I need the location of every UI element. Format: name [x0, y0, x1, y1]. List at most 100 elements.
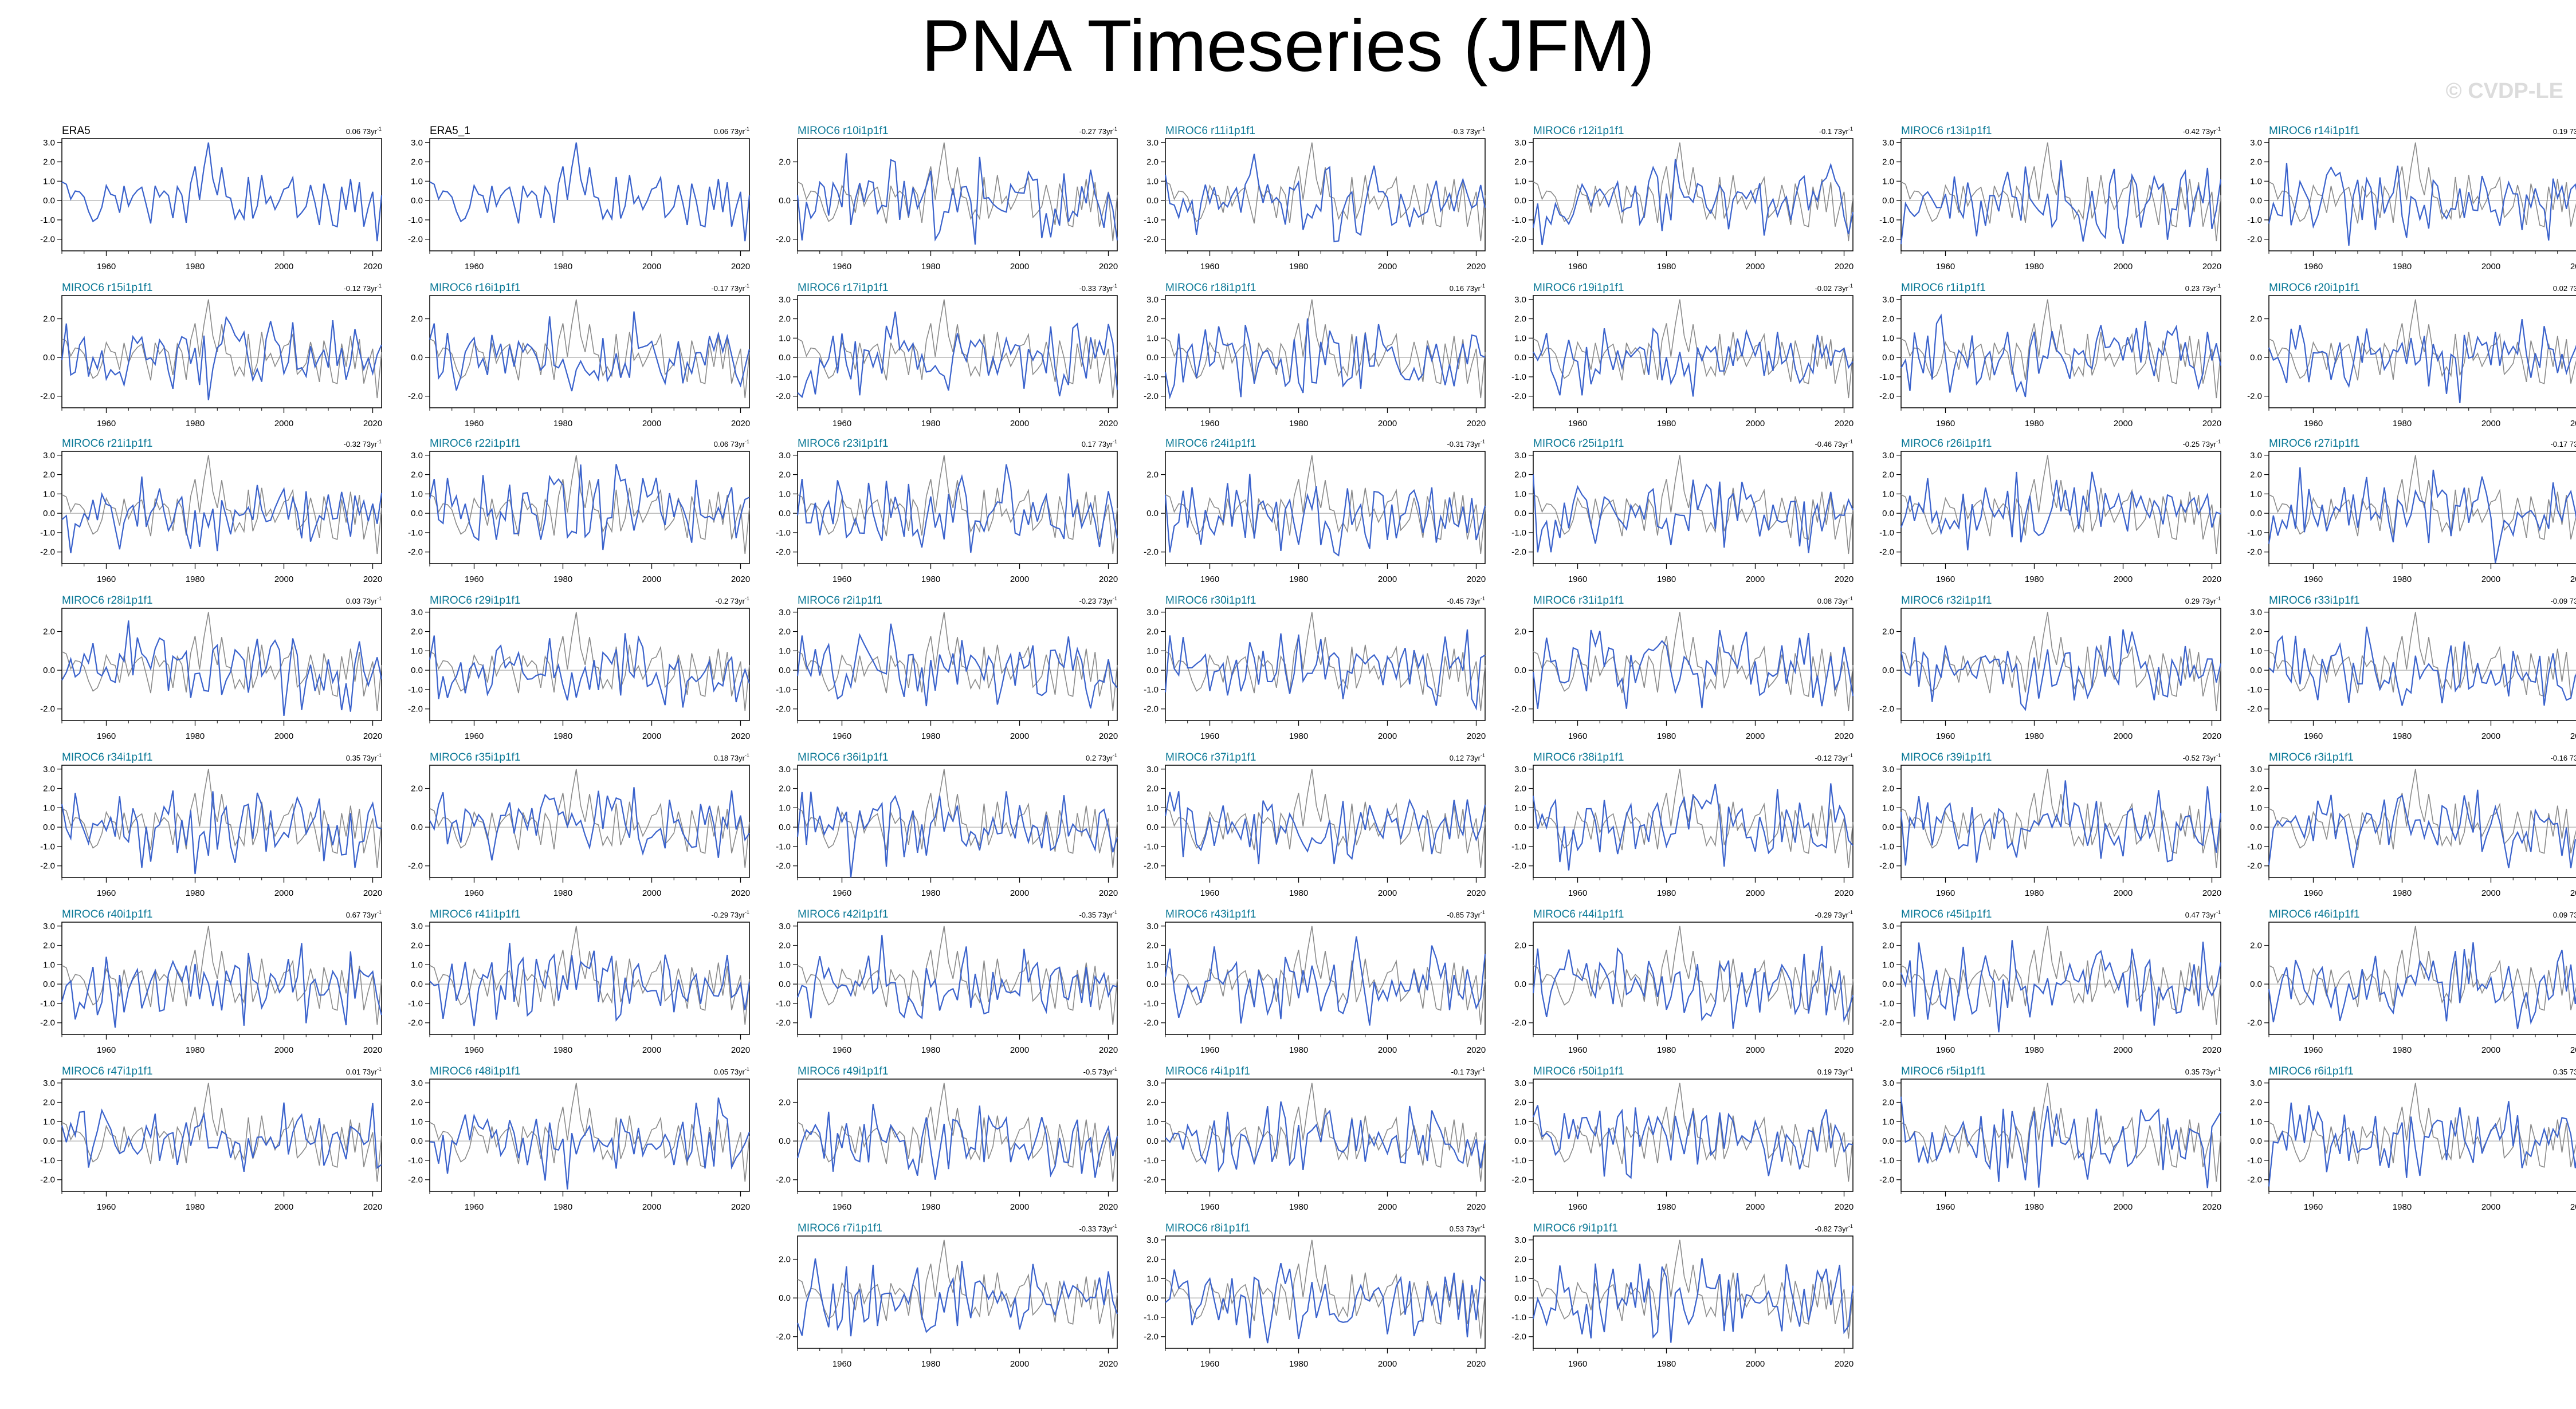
y-tick-label: 3.0: [1146, 1079, 1159, 1088]
y-tick-label: -2.0: [776, 548, 791, 557]
timeseries-panel: MIROC6 r44i1p1f1 -0.29 73yr-1 2.0 0.0 -2.0 19…: [1502, 908, 1869, 1063]
y-tick-label: 0.0: [411, 666, 423, 675]
y-tick-label: -2.0: [1144, 392, 1159, 402]
x-tick-label: 2020: [2202, 262, 2221, 271]
timeseries-panel: MIROC6 r45i1p1f1 0.47 73yr-1 3.0 2.0 1.0 0.0 -…: [1870, 908, 2237, 1063]
x-tick-label: 1960: [833, 1202, 851, 1212]
panel-plot: MIROC6 r16i1p1f1 -0.17 73yr-1 2.0 0.0 -2.0 19…: [408, 282, 750, 428]
panel-label: MIROC6 r12i1p1f1: [1533, 125, 1624, 137]
x-tick-label: 2000: [642, 262, 661, 271]
y-tick-label: 0.0: [1882, 509, 1894, 518]
x-tick-label: 2000: [274, 1045, 293, 1055]
plot-frame: [1165, 1235, 1486, 1349]
y-tick-label: 2.0: [1882, 941, 1894, 951]
y-tick-label: -1.0: [1144, 1156, 1159, 1166]
y-tick-label: 1.0: [411, 960, 423, 970]
y-tick-label: -2.0: [2247, 1018, 2262, 1028]
observed-series-line: [1165, 612, 1486, 711]
observed-series-line: [1900, 299, 2221, 399]
x-tick-label: 1960: [1200, 888, 1219, 898]
pna-series-line: [429, 464, 750, 550]
y-tick-label: 3.0: [779, 451, 791, 461]
plot-frame: [2268, 608, 2576, 721]
pna-series-line: [1164, 629, 1486, 711]
x-tick-label: 1960: [1568, 1045, 1587, 1055]
x-tick-label: 2020: [1835, 574, 1854, 584]
trend-label: -0.46 73yr-1: [1815, 439, 1853, 448]
panel-plot: MIROC6 r31i1p1f1 0.08 73yr-1 2.0 0.0 -2.0 196…: [1511, 595, 1854, 741]
plot-frame: [429, 451, 750, 564]
y-tick-label: 0.0: [779, 1136, 791, 1146]
y-tick-label: 0.0: [411, 822, 423, 832]
timeseries-panel: MIROC6 r21i1p1f1 -0.32 73yr-1 3.0 2.0 1.0 0.0…: [31, 438, 398, 592]
plot-frame: [797, 922, 1118, 1035]
panel-label: MIROC6 r3i1p1f1: [2269, 751, 2354, 763]
figure-title: PNA Timeseries (JFM): [921, 5, 1655, 87]
y-tick-label: 0.0: [1146, 196, 1159, 206]
x-tick-label: 1980: [2025, 1202, 2044, 1212]
y-tick-label: -2.0: [40, 235, 55, 245]
plot-frame: [1165, 922, 1486, 1035]
y-tick-label: 1.0: [1514, 176, 1526, 186]
plot-frame: [429, 922, 750, 1035]
y-tick-label: 0.0: [411, 353, 423, 363]
y-tick-label: 1.0: [2250, 176, 2262, 186]
x-tick-label: 1960: [97, 1045, 116, 1055]
y-tick-label: 1.0: [1882, 489, 1894, 499]
y-tick-label: 0.0: [411, 196, 423, 206]
y-tick-label: -1.0: [1144, 372, 1159, 382]
plot-frame: [797, 138, 1118, 251]
x-tick-label: 2000: [1378, 574, 1397, 584]
observed-series-line: [2268, 769, 2576, 854]
y-tick-label: -2.0: [40, 392, 55, 402]
y-tick-label: 2.0: [1514, 784, 1526, 794]
x-tick-label: 1980: [2025, 419, 2044, 428]
observed-series-line: [1165, 142, 1486, 242]
x-tick-label: 2020: [1835, 1359, 1854, 1369]
timeseries-panel: MIROC6 r43i1p1f1 -0.85 73yr-1 3.0 2.0 1.0 0.0…: [1134, 908, 1501, 1063]
x-tick-label: 2020: [1099, 731, 1118, 741]
trend-label: -0.23 73yr-1: [1079, 596, 1117, 605]
x-tick-label: 2000: [2114, 262, 2133, 271]
observed-series-line: [61, 612, 382, 711]
panel-label: MIROC6 r46i1p1f1: [2269, 908, 2359, 920]
timeseries-panel: MIROC6 r41i1p1f1 -0.29 73yr-1 3.0 2.0 1.0 0.0…: [399, 908, 765, 1063]
timeseries-panel: ERA5 0.06 73yr-1 3.0 2.0 1.0 0.0 -1.0 -2.0 1960 1…: [31, 125, 398, 280]
panel-plot: MIROC6 r28i1p1f1 0.03 73yr-1 2.0 0.0 -2.0 196…: [40, 595, 382, 741]
y-tick-label: 0.0: [779, 822, 791, 832]
y-tick-label: 2.0: [43, 1098, 55, 1108]
y-tick-label: -1.0: [2247, 528, 2262, 538]
y-tick-label: -1.0: [1879, 372, 1894, 382]
observed-series-line: [1533, 612, 1854, 711]
y-tick-label: 0.0: [1146, 353, 1159, 363]
plot-frame: [1533, 451, 1854, 564]
y-tick-label: -1.0: [776, 842, 791, 852]
panel-plot: MIROC6 r19i1p1f1 -0.02 73yr-1 3.0 2.0 1.0 0.0…: [1511, 282, 1854, 428]
plot-frame: [797, 1079, 1118, 1192]
y-tick-label: 0.0: [1882, 822, 1894, 832]
x-tick-label: 1980: [1657, 888, 1676, 898]
y-tick-label: 3.0: [2250, 765, 2262, 774]
x-tick-label: 2020: [1835, 1202, 1854, 1212]
x-tick-label: 2000: [1746, 731, 1765, 741]
x-tick-label: 1960: [1936, 574, 1955, 584]
y-tick-label: -1.0: [1879, 1156, 1894, 1166]
panel-plot: MIROC6 r6i1p1f1 0.35 73yr-1 3.0 2.0 1.0 0.0 -1…: [2247, 1065, 2576, 1212]
pna-series-line: [1164, 791, 1486, 864]
y-tick-label: 2.0: [779, 158, 791, 167]
x-tick-label: 1960: [2304, 888, 2323, 898]
panel-plot: MIROC6 r15i1p1f1 -0.12 73yr-1 2.0 0.0 -2.0 19…: [40, 282, 382, 428]
panel-label: MIROC6 r36i1p1f1: [798, 751, 888, 763]
panel-label: MIROC6 r16i1p1f1: [430, 282, 520, 294]
x-tick-label: 1960: [2304, 574, 2323, 584]
trend-label: -0.35 73yr-1: [1079, 910, 1117, 919]
trend-label: -0.32 73yr-1: [343, 439, 382, 448]
x-tick-label: 2020: [2570, 731, 2576, 741]
y-tick-label: 3.0: [1146, 922, 1159, 931]
y-tick-label: -2.0: [40, 1018, 55, 1028]
y-tick-label: 2.0: [1514, 314, 1526, 324]
y-tick-label: -1.0: [1511, 528, 1526, 538]
y-tick-label: 3.0: [1514, 765, 1526, 774]
x-tick-label: 1960: [465, 1045, 484, 1055]
y-tick-label: -2.0: [1879, 861, 1894, 871]
